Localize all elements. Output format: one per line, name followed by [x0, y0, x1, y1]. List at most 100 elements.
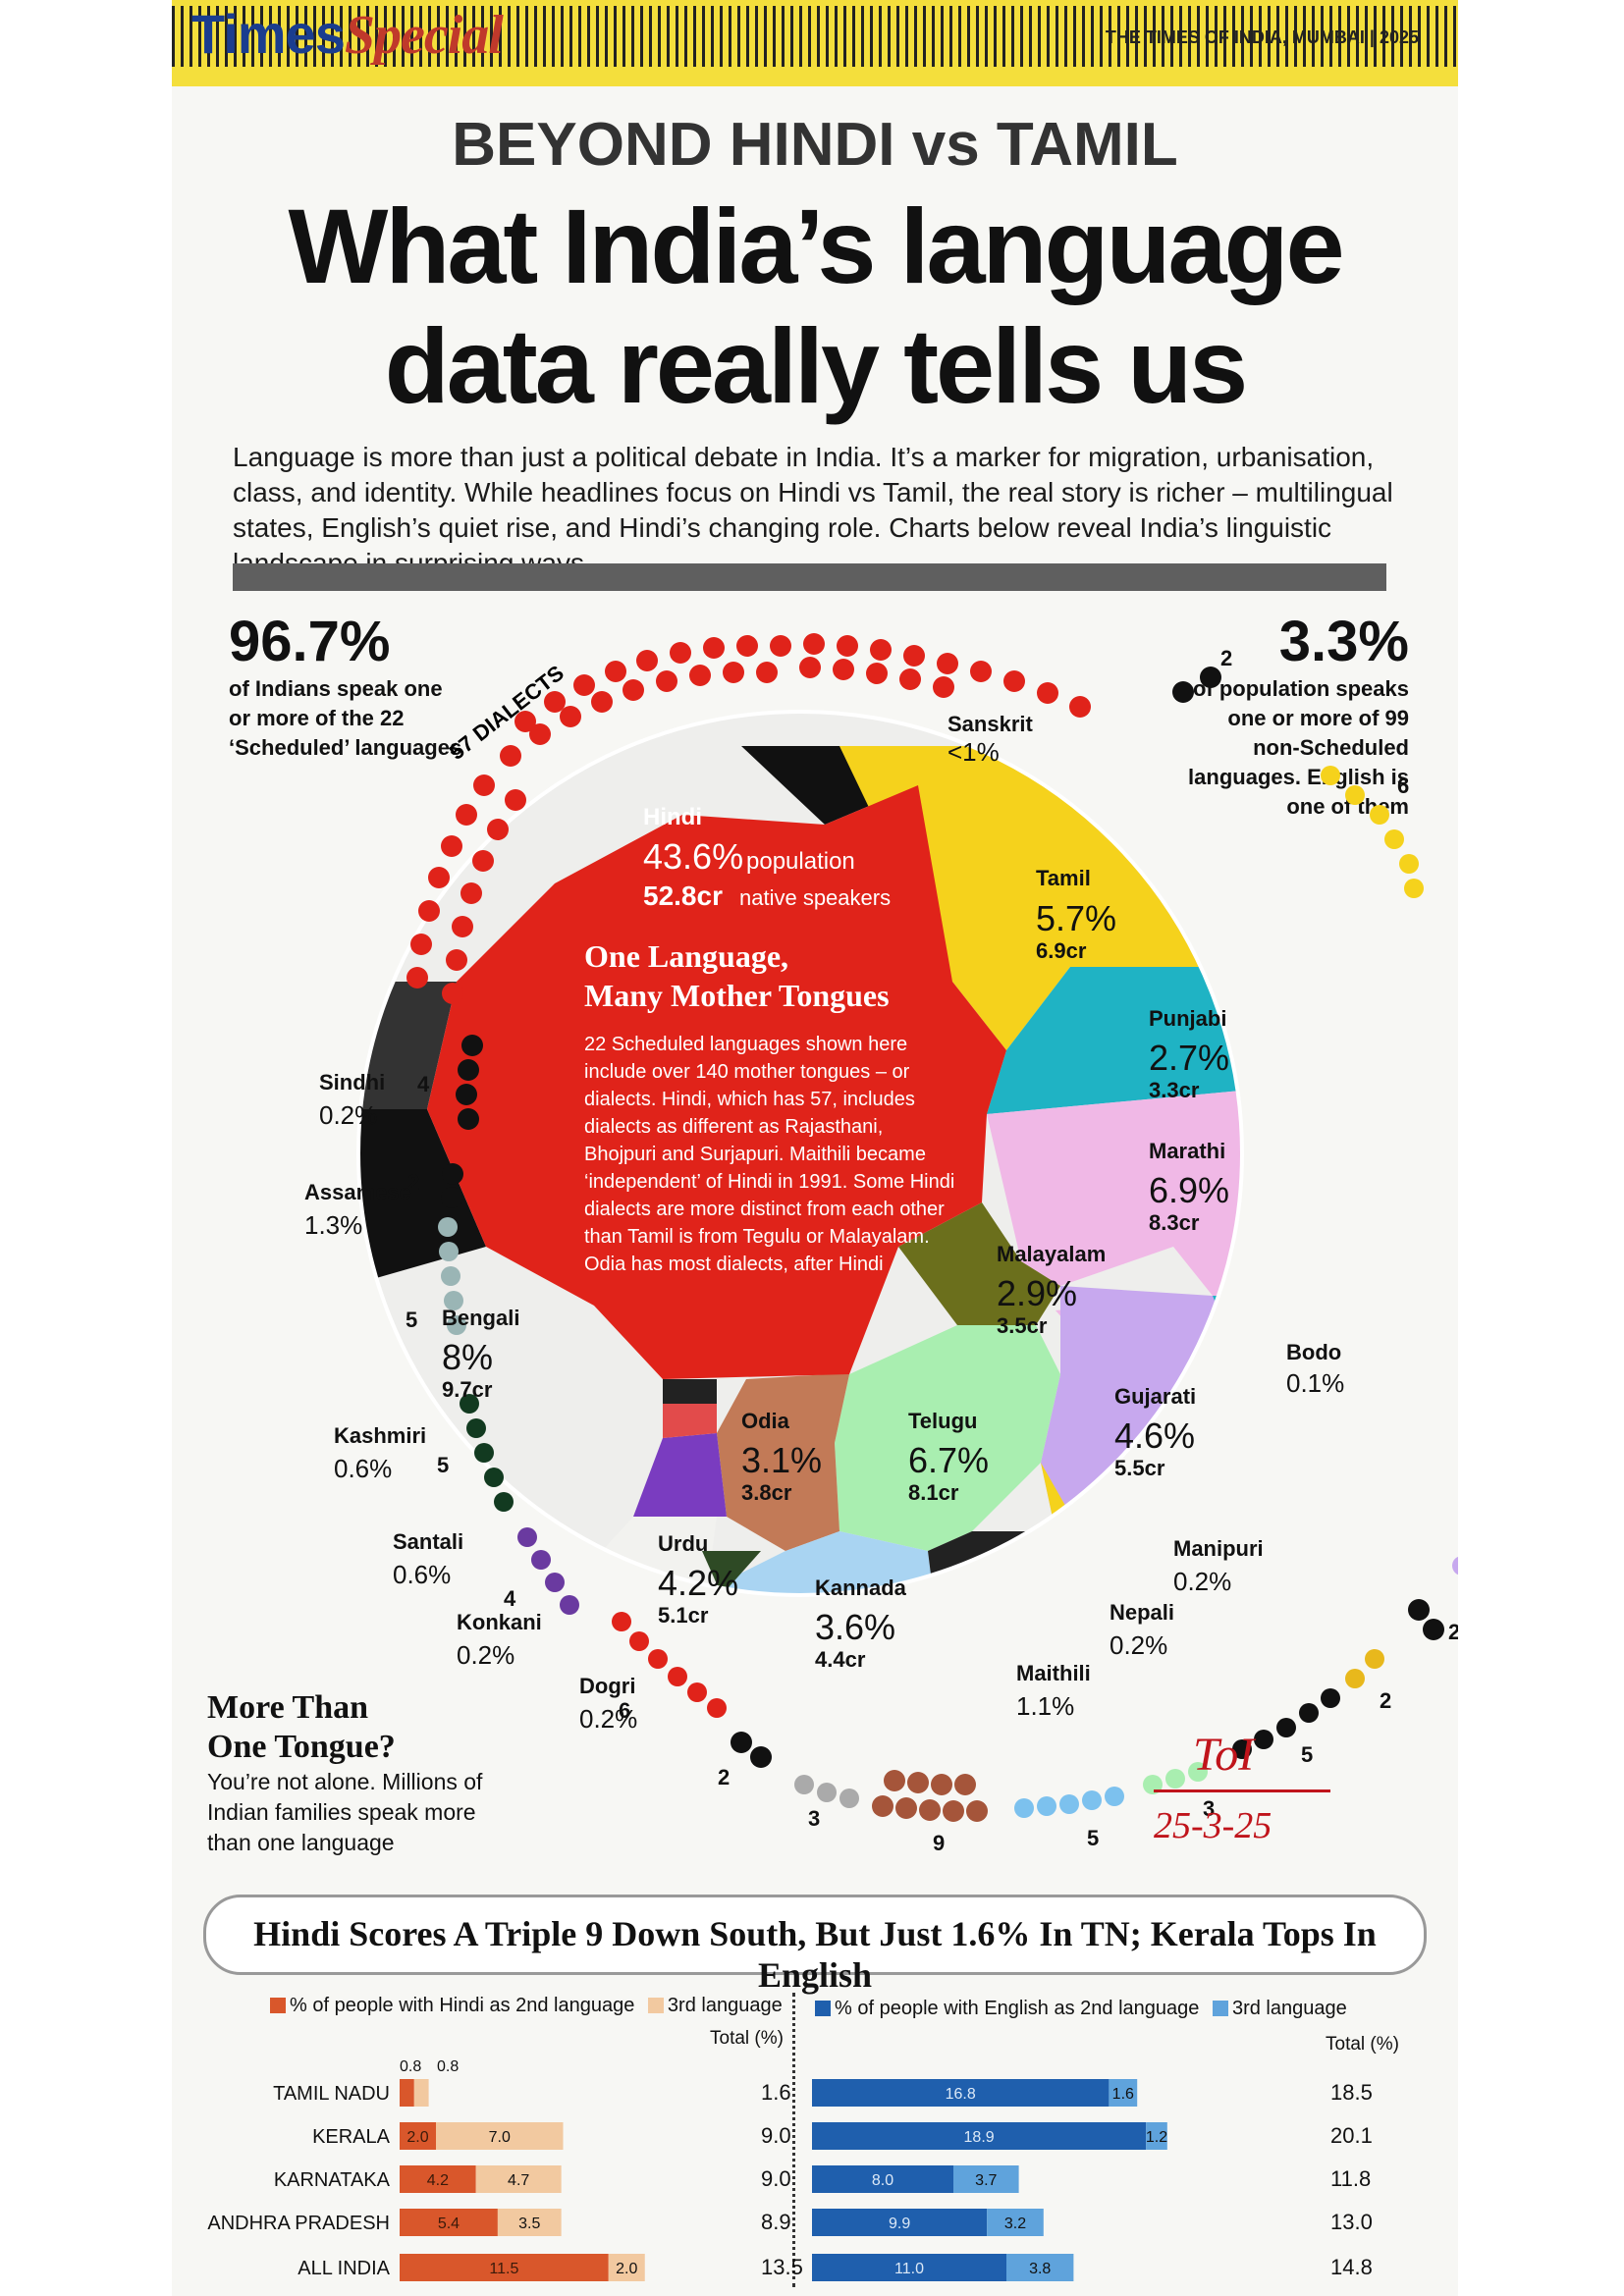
dialect-dot	[472, 850, 494, 872]
dialect-dot	[656, 670, 677, 692]
english-3rd-language-bar	[953, 2165, 1019, 2193]
newspaper-page: TimesSpecial THE TIMES OF INDIA, MUMBAI …	[172, 0, 1458, 2296]
cell-dogri	[663, 1379, 717, 1404]
dialect-dot	[1172, 681, 1194, 703]
english-total-header: Total (%)	[1326, 2034, 1399, 2055]
dialect-dot	[473, 774, 495, 796]
dialect-count: 2	[407, 1170, 419, 1195]
label-manipuri: Manipuri 0.2%	[1173, 1536, 1264, 1596]
label-sanskrit: Sanskrit<1%	[947, 712, 1033, 767]
callout-body-line: include over 140 mother tongues – or	[584, 1061, 910, 1083]
language-cr: 3.8cr	[741, 1480, 792, 1505]
data-label: 1.6	[1112, 2086, 1134, 2103]
dialect-dot	[439, 1242, 459, 1261]
dialect-dot	[756, 662, 778, 683]
dialect-dot	[966, 1800, 988, 1822]
dialect-count: 6	[1397, 774, 1409, 798]
dialect-dot	[629, 1631, 649, 1651]
dialect-dot	[1037, 1796, 1056, 1816]
section-rule	[233, 563, 1386, 591]
callout-body-line: ‘independent’ of Hindi in 1991. Some Hin…	[584, 1171, 954, 1193]
cell-kashmiri	[663, 1404, 717, 1438]
dialect-dot	[458, 1059, 479, 1081]
dialect-dot	[648, 1649, 668, 1669]
data-label: 11.0	[894, 2261, 924, 2277]
gujarati-dialect-dots	[1452, 1556, 1458, 1575]
hindi-label-group: Hindi 43.6% population 52.8cr native spe…	[584, 804, 954, 1275]
language-cr: 4.4cr	[815, 1647, 866, 1672]
language-cr: 8.3cr	[1149, 1210, 1200, 1235]
dialect-dot	[591, 691, 613, 713]
callout-body-line: dialects as different as Rajasthani,	[584, 1116, 883, 1138]
dialect-dot	[441, 1187, 462, 1208]
dialect-dot	[1365, 1649, 1384, 1669]
dialect-count: 9	[933, 1831, 945, 1855]
dateline: THE TIMES OF INDIA, MUMBAI | 2025	[1105, 27, 1419, 47]
language-pct: 0.6%	[393, 1560, 451, 1589]
dialect-dot	[428, 867, 450, 888]
callout-body: 22 Scheduled languages shown here includ…	[584, 1034, 954, 1275]
callout-title-2: Many Mother Tongues	[584, 978, 890, 1013]
brand-word-times: Times	[191, 3, 346, 65]
label-malayalam: Malayalam 2.9%3.5cr	[997, 1242, 1106, 1338]
bar-section-banner: Hindi Scores A Triple 9 Down South, But …	[203, 1895, 1427, 1995]
language-name: Kashmiri	[334, 1423, 426, 1448]
language-name: Urdu	[658, 1531, 708, 1556]
dialect-count: 3	[1203, 1796, 1215, 1821]
dialect-dot	[833, 659, 854, 680]
callout-body-line: 22 Scheduled languages shown here	[584, 1034, 907, 1055]
dialect-dot	[1200, 667, 1221, 688]
dialect-dot	[545, 1573, 565, 1592]
dialect-dot	[1399, 854, 1419, 874]
english-3rd-language-bar	[1006, 2254, 1074, 2281]
language-name: Maithili	[1016, 1661, 1091, 1685]
non-scheduled-stat-text: of population speaks one or more of 99 n…	[1188, 676, 1409, 819]
dialect-dot	[668, 1667, 687, 1686]
dialect-dot	[1321, 766, 1340, 785]
data-label: 1.2	[1146, 2129, 1167, 2146]
dialect-dot	[895, 1797, 917, 1819]
data-label: 18.9	[964, 2129, 995, 2146]
language-name: Odia	[741, 1409, 790, 1433]
more-title-2: One Tongue?	[207, 1729, 396, 1765]
dialect-dot	[452, 916, 473, 937]
circle-outline	[356, 710, 1244, 1597]
dialect-dot	[884, 1770, 905, 1791]
language-pct: 0.2%	[1110, 1630, 1167, 1660]
category-label: ANDHRA PRADESH	[207, 2213, 390, 2234]
label-marathi: Marathi 6.9%8.3cr	[1149, 1139, 1229, 1235]
dialect-dot	[442, 983, 463, 1004]
dialect-dot	[954, 1774, 976, 1795]
data-label: 3.7	[975, 2172, 997, 2189]
dialect-dot	[441, 835, 462, 857]
hindi-2nd-language-bar	[400, 2165, 476, 2193]
language-pct: 1.3%	[304, 1210, 362, 1240]
language-cr: 8.1cr	[908, 1480, 959, 1505]
label-nepali: Nepali 0.2%	[1110, 1600, 1174, 1660]
handwritten-signature: ToI 25-3-25	[1154, 1728, 1350, 1847]
dialect-dot	[794, 1775, 814, 1794]
legend-label: % of people with English as 2nd language	[835, 1998, 1200, 2019]
language-pct: 2.9%	[997, 1273, 1077, 1313]
label-gujarati: Gujarati 4.6%5.5cr	[1114, 1384, 1196, 1480]
label-kannada: Kannada 3.6%4.4cr	[815, 1575, 907, 1672]
hindi-dialect-dots	[406, 633, 1091, 1004]
data-label: 3.8	[1029, 2261, 1051, 2277]
dialect-dot	[1404, 879, 1424, 898]
dialect-count: 4	[417, 1072, 430, 1096]
dialect-dot	[872, 1795, 893, 1817]
cell-telugu	[835, 1325, 1060, 1551]
label-punjabi: Punjabi 2.7%3.3cr	[1149, 1006, 1229, 1102]
label-urdu: Urdu 4.2%5.1cr	[658, 1531, 738, 1628]
english-2nd-language-bar	[812, 2079, 1110, 2107]
category-label: KARNATAKA	[274, 2169, 391, 2191]
dialect-dot	[487, 819, 509, 840]
hindi-total-header: Total (%)	[710, 2028, 784, 2049]
dialect-dot	[870, 639, 892, 661]
language-pct: 0.2%	[579, 1704, 637, 1734]
dialect-dot	[1345, 785, 1365, 805]
legend-label: % of people with Hindi as 2nd language	[290, 1995, 635, 2016]
dialect-dot	[866, 663, 888, 684]
language-labels: Tamil 5.7%6.9cr Punjabi 2.7%3.3cr Marathi 6…	[442, 866, 1229, 1672]
language-name: Gujarati	[1114, 1384, 1196, 1409]
